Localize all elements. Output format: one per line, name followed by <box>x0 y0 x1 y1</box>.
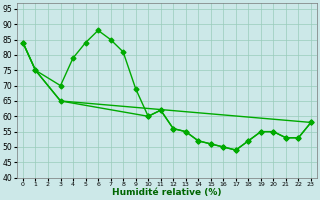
X-axis label: Humidité relative (%): Humidité relative (%) <box>112 188 222 197</box>
